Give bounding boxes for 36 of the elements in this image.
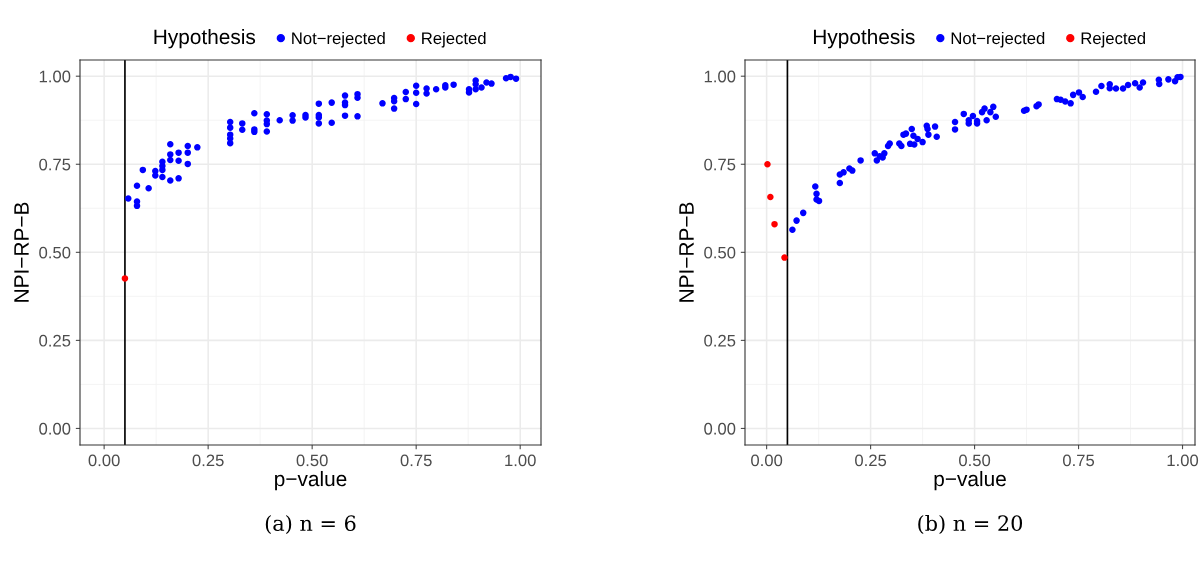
x-axis-title: p−value	[934, 470, 1006, 491]
legend-label: Rejected	[422, 31, 486, 48]
y-tick-label: 0.25	[39, 334, 71, 347]
x-tick-label: 0.50	[296, 454, 328, 467]
y-tick-label: 0.25	[704, 334, 736, 347]
x-axis-title: p−value	[275, 470, 347, 491]
text: (a) n = 6	[265, 514, 356, 534]
x-tick-label: 0.25	[192, 454, 224, 467]
y-tick-label: 0.50	[39, 246, 71, 259]
point	[767, 193, 774, 201]
y-tick-label: 1.00	[39, 70, 71, 83]
x-tick-label: 1.00	[1167, 454, 1199, 467]
legend-title: Hypothesis	[154, 28, 256, 49]
x-tick-label: 0.25	[855, 454, 887, 467]
text: (b) n = 20	[918, 514, 1023, 534]
legend-label: Not−rejected	[951, 31, 1045, 48]
y-tick-label: 0.00	[39, 422, 71, 435]
legend-label: Rejected	[1081, 31, 1145, 48]
legend-label: Not−rejected	[292, 31, 385, 48]
x-tick-label: 0.00	[88, 454, 120, 467]
x-tick-label: 0.75	[400, 454, 432, 467]
point	[781, 254, 788, 261]
point	[764, 161, 771, 168]
x-tick-label: 0.75	[1062, 454, 1095, 467]
legend-title: Hypothesis	[813, 28, 915, 49]
y-tick-label: 0.75	[39, 158, 71, 171]
point	[771, 220, 778, 228]
x-tick-label: 0.00	[751, 454, 783, 467]
y-tick-label: 0.00	[704, 422, 736, 435]
y-tick-label: 0.75	[704, 158, 736, 171]
y-tick-label: 1.00	[704, 70, 736, 83]
y-axis-title: NPI−RP−B	[14, 202, 29, 302]
y-tick-label: 0.50	[704, 246, 736, 259]
x-tick-label: 1.00	[505, 454, 536, 467]
y-axis-title: NPI−RP−B	[679, 202, 694, 302]
x-tick-label: 0.50	[959, 454, 991, 467]
